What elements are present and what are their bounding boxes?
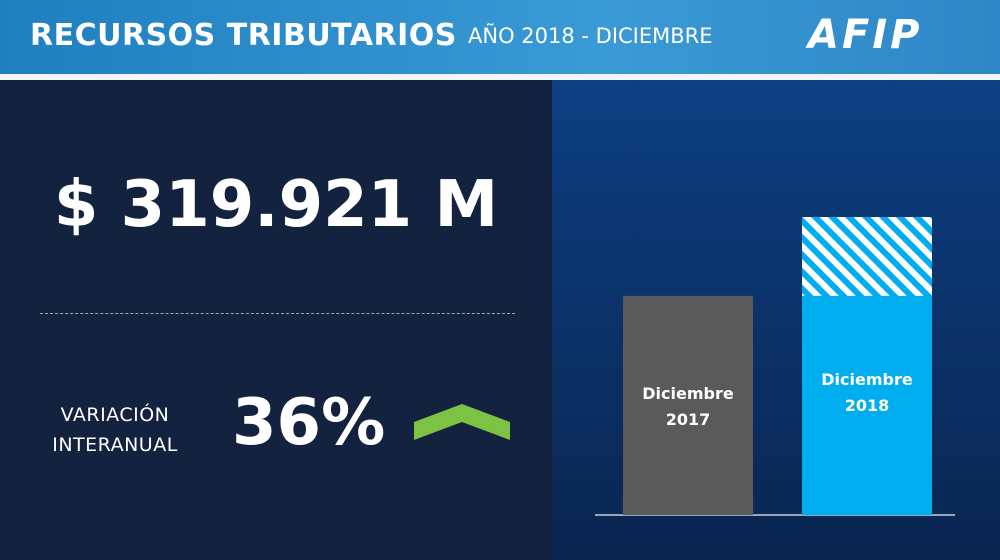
variation-value: 36% xyxy=(232,386,386,460)
variation-label: VARIACIÓN INTERANUAL xyxy=(52,404,178,456)
left-panel xyxy=(0,80,552,560)
bar-segment xyxy=(802,217,932,296)
category-label: Diciembre 2017 xyxy=(642,384,734,429)
header: RECURSOS TRIBUTARIOS AÑO 2018 - DICIEMBR… xyxy=(0,0,1000,80)
logo: AFIP xyxy=(808,12,923,58)
subtitle: AÑO 2018 - DICIEMBRE xyxy=(468,24,713,48)
amount: $ 319.921 M xyxy=(53,168,499,242)
category-label: Diciembre 2018 xyxy=(821,370,913,415)
up-chevron xyxy=(414,404,510,440)
bar-segment xyxy=(802,295,932,515)
divider xyxy=(40,313,515,314)
title: RECURSOS TRIBUTARIOS xyxy=(30,18,457,53)
bar-segment xyxy=(623,295,753,515)
